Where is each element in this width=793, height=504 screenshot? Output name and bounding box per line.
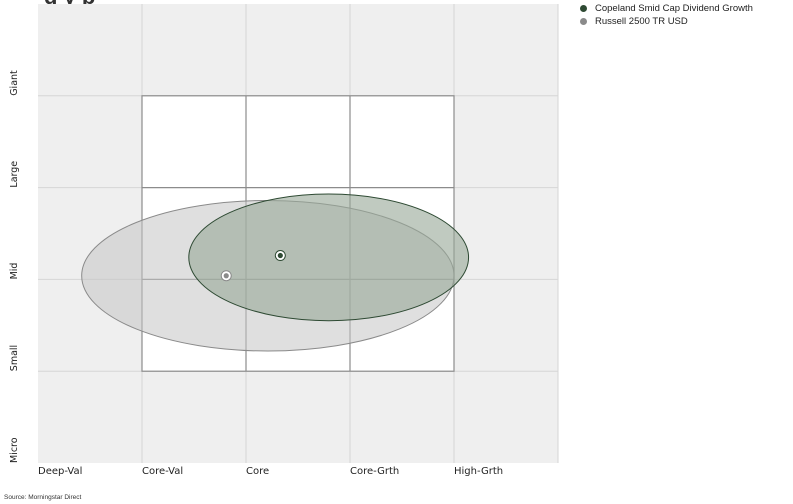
y-tick-label: Small <box>9 345 20 371</box>
x-tick-label: Core-Grth <box>350 466 399 477</box>
y-tick-label: Giant <box>9 70 20 96</box>
legend-item-benchmark: Russell 2500 TR USD <box>580 15 753 28</box>
y-tick-label: Large <box>9 161 20 188</box>
legend-dot-icon <box>580 18 587 25</box>
y-tick-label: Micro <box>9 437 20 463</box>
legend-label-fund: Copeland Smid Cap Dividend Growth <box>595 3 753 14</box>
legend: Copeland Smid Cap Dividend Growth Russel… <box>580 2 753 28</box>
ownership-zone-0 <box>188 193 470 322</box>
x-tick-label: Core <box>246 466 269 477</box>
ownership-zones <box>81 193 470 352</box>
legend-dot-icon <box>580 5 587 12</box>
centroid-point-0 <box>277 252 283 259</box>
centroids <box>220 250 286 282</box>
legend-label-benchmark: Russell 2500 TR USD <box>595 16 688 27</box>
x-tick-label: Core-Val <box>142 466 183 477</box>
x-tick-label: High-Grth <box>454 466 503 477</box>
legend-item-fund: Copeland Smid Cap Dividend Growth <box>580 2 753 15</box>
source-note: Source: Morningstar Direct <box>4 494 82 501</box>
y-tick-label: Mid <box>9 263 20 280</box>
centroid-point-1 <box>223 273 229 279</box>
x-tick-label: Deep-Val <box>38 466 82 477</box>
y-tick-labels: Micro Small Mid Large Giant <box>9 70 20 463</box>
x-tick-labels: Deep-Val Core-Val Core Core-Grth High-Grth <box>38 466 503 477</box>
